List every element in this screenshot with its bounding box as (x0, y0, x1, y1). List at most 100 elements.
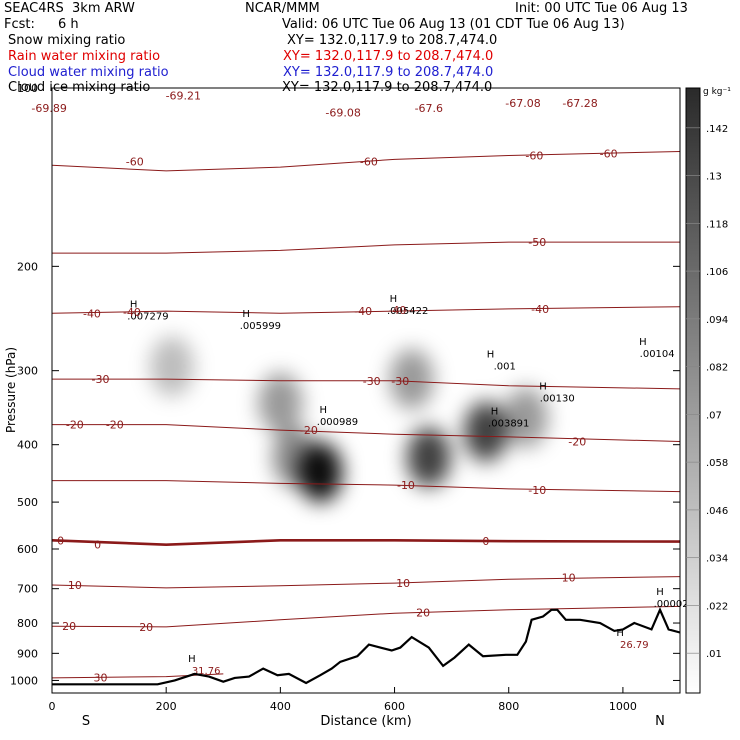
x-tick-label-3: 600 (384, 700, 405, 713)
isotherm-label-1: -69.21 (166, 90, 201, 103)
extrema-value-3: .005422 (387, 306, 428, 317)
x-tick-label-4: 800 (498, 700, 519, 713)
isotherm-label-25: 0 (57, 534, 64, 547)
legend-cloudwater-xy: XY= 132.0,117.9 to 208.7,474.0 (283, 65, 494, 80)
isotherm-label-26: 0 (94, 539, 101, 552)
colorbar-tick-label-7: .094 (706, 315, 728, 326)
model-title: SEAC4RS 3km ARW (4, 1, 135, 16)
extrema-value-6: .00130 (540, 394, 575, 405)
extrema-marker-0: H (130, 299, 138, 310)
y-tick-label-7: 800 (17, 617, 38, 630)
isotherm-label-21: -20 (300, 424, 318, 437)
x-tick-label-1: 200 (156, 700, 177, 713)
x-axis: 0 200 400 600 800 1000 (49, 687, 637, 713)
extrema-marker-6: H (539, 382, 547, 393)
legend-rain-xy: XY= 132.0,117.9 to 208.7,474.0 (283, 49, 494, 64)
isotherm-label-6: -60 (126, 155, 144, 168)
y-tick-label-0: 100 (17, 82, 38, 95)
isotherm-0 (51, 539, 681, 547)
extrema-value-0: .007279 (127, 311, 168, 322)
extrema-marker-4: H (487, 349, 495, 360)
colorbar-tick-label-4: .058 (706, 458, 728, 469)
extrema-marker-2: H (319, 405, 327, 416)
valid-time: Valid: 06 UTC Tue 06 Aug 13 (01 CDT Tue … (282, 17, 625, 32)
extrema-marker-8: H (656, 587, 664, 598)
y-tick-label-9: 1000 (10, 674, 38, 687)
extrema-labels: H.007279 H.005999H.000989H.005422H.001H.0… (127, 294, 695, 677)
isotherm-label-28: 10 (68, 579, 82, 592)
isotherm-m20 (52, 424, 681, 442)
isotherm-label-19: -20 (66, 419, 84, 432)
extrema-value-2: .000989 (317, 417, 358, 428)
colorbar-tick-label-3: .046 (706, 506, 728, 517)
y-tick-label-6: 700 (17, 583, 38, 596)
isotherm-label-23: -10 (397, 479, 415, 492)
y-axis-title: Pressure (hPa) (4, 347, 18, 433)
isotherm-m30 (52, 378, 681, 390)
isotherm-label-8: -60 (525, 150, 543, 163)
forecast-label: Fcst: (4, 17, 35, 32)
isotherm-m40 (51, 306, 681, 314)
init-time: Init: 00 UTC Tue 06 Aug 13 (515, 1, 688, 16)
extrema-marker-7: H (639, 337, 647, 348)
isotherm-label-4: -67.08 (505, 97, 540, 110)
isotherm-m50 (52, 241, 680, 254)
colorbar-tick-label-0: .01 (706, 649, 722, 660)
isotherm-label-3: -67.6 (415, 102, 443, 115)
isotherm-label-10: -50 (528, 236, 546, 249)
extrema-value-8: .000022 (654, 599, 695, 610)
shaded-cell-7 (503, 387, 548, 448)
colorbar-tick-label-5: .07 (706, 410, 722, 421)
extrema-value-5: .003891 (488, 419, 529, 430)
terrain-line (52, 607, 681, 686)
isotherm-m60 (51, 151, 681, 172)
legend-rain-label: Rain water mixing ratio (8, 49, 161, 64)
extrema-value-1: .005999 (240, 321, 281, 332)
shaded-cell-5 (406, 427, 451, 488)
colorbar-tick-label-2: .034 (706, 554, 728, 565)
legend-snow-label: Snow mixing ratio (8, 33, 126, 48)
shaded-cell-6 (463, 401, 508, 462)
isotherm-label-18: -30 (391, 375, 409, 388)
extrema-value-7: .00104 (640, 349, 675, 360)
isotherm-label-15: -40 (531, 303, 549, 316)
x-tick-label-2: 400 (270, 700, 291, 713)
isotherm-labels: -69.89 -69.21 -69.08 -67.6 -67.08 -67.28 -60 -6… (31, 90, 617, 685)
legend-cloudwater-label: Cloud water mixing ratio (8, 65, 169, 80)
colorbar-tick-label-1: .022 (706, 601, 728, 612)
isotherm-label-32: 20 (139, 621, 153, 634)
shaded-cell-0 (149, 336, 194, 397)
isotherm-label-13: -40 (354, 305, 372, 318)
isotherm-m10 (52, 480, 681, 493)
isotherm-label-24: -10 (528, 484, 546, 497)
extrema-marker-1: H (242, 309, 250, 320)
isotherm-label-20: -20 (106, 419, 124, 432)
y-tick-label-1: 200 (17, 260, 38, 273)
plot-frame (51, 87, 681, 694)
isotherm-label-12: -40 (123, 306, 141, 319)
isotherm-label-22: -20 (568, 435, 586, 448)
org-label: NCAR/MMM (245, 1, 320, 16)
isotherm-label-31: 20 (62, 620, 76, 633)
x-axis-left-label: S (82, 714, 90, 729)
colorbar-tick-label-11: .142 (706, 124, 728, 135)
colorbar-tick-label-9: .118 (706, 219, 728, 230)
isotherm-label-16: -30 (92, 373, 110, 386)
extrema-marker-3: H (390, 294, 398, 305)
isotherm-label-34: 30 (94, 671, 108, 684)
colorbar-unit: g kg⁻¹ (703, 87, 731, 97)
temperature-isotherms (51, 151, 681, 679)
extrema-marker-5: H (491, 407, 499, 418)
colorbar-tick-label-10: .13 (706, 172, 722, 183)
y-tick-label-8: 900 (17, 647, 38, 660)
isotherm-10 (51, 576, 681, 589)
y-tick-label-4: 500 (17, 496, 38, 509)
colorbar-tick-label-8: .106 (706, 267, 728, 278)
isotherm-label-17: -30 (363, 375, 381, 388)
extrema-value-10: 26.79 (620, 640, 649, 651)
isotherm-label-2: -69.08 (325, 107, 360, 120)
extrema-marker-9: H (188, 654, 196, 665)
isotherm-label-9: -60 (600, 148, 618, 161)
y-tick-label-2: 300 (17, 365, 38, 378)
